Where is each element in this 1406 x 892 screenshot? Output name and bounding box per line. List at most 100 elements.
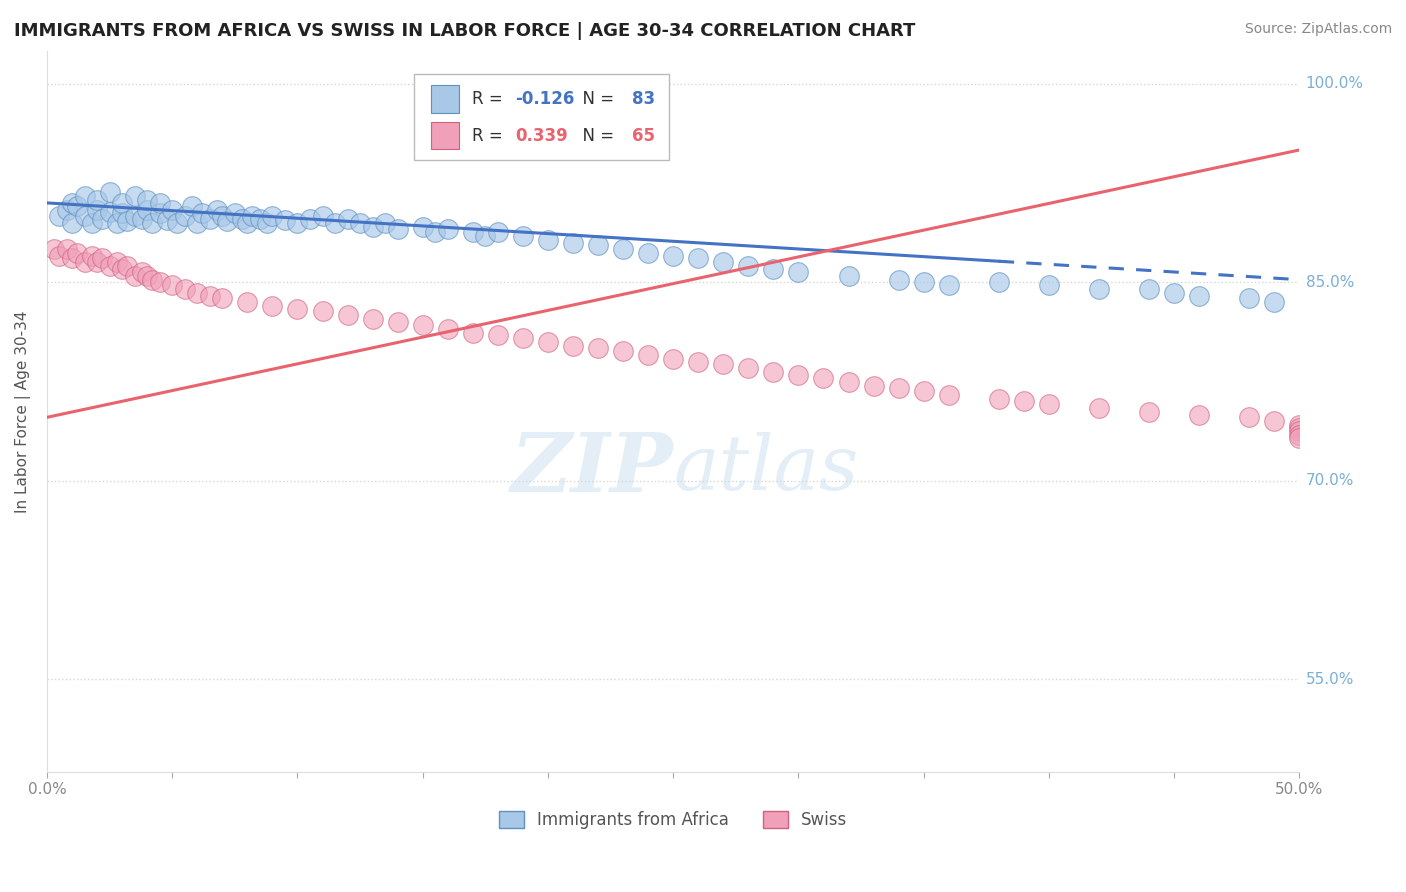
Text: -0.126: -0.126	[516, 90, 575, 108]
Point	[115, 260, 138, 274]
Point	[1163, 285, 1185, 300]
Text: R =: R =	[471, 90, 508, 108]
Point	[374, 216, 396, 230]
Point	[287, 216, 309, 230]
Point	[461, 326, 484, 340]
Point	[637, 348, 659, 362]
Point	[1137, 405, 1160, 419]
Point	[1038, 397, 1060, 411]
Bar	[432, 86, 458, 113]
Point	[387, 222, 409, 236]
Point	[1288, 421, 1310, 435]
Text: N =: N =	[572, 127, 619, 145]
Point	[412, 318, 434, 332]
Point	[1288, 418, 1310, 433]
Point	[688, 252, 710, 266]
Point	[612, 344, 634, 359]
Point	[173, 282, 195, 296]
Point	[211, 291, 233, 305]
Point	[762, 262, 785, 277]
Point	[1288, 427, 1310, 442]
Point	[98, 260, 121, 274]
Point	[762, 365, 785, 379]
Point	[211, 209, 233, 223]
Point	[249, 211, 271, 226]
Point	[486, 328, 509, 343]
Point	[86, 202, 108, 217]
Point	[537, 334, 560, 349]
Point	[262, 299, 284, 313]
Point	[256, 216, 278, 230]
Point	[124, 209, 146, 223]
Point	[98, 186, 121, 200]
Point	[111, 206, 134, 220]
Point	[86, 193, 108, 207]
Point	[662, 352, 685, 367]
Point	[80, 249, 103, 263]
Text: atlas: atlas	[673, 432, 859, 506]
Text: 0.339: 0.339	[516, 127, 568, 145]
Point	[48, 209, 70, 223]
Point	[262, 209, 284, 223]
Point	[425, 225, 447, 239]
Point	[336, 309, 359, 323]
Point	[48, 249, 70, 263]
Point	[1088, 401, 1111, 415]
Point	[160, 202, 183, 217]
Text: 100.0%: 100.0%	[1306, 77, 1364, 91]
Point	[141, 273, 163, 287]
Text: 83: 83	[631, 90, 655, 108]
Text: 85.0%: 85.0%	[1306, 275, 1354, 290]
Point	[662, 249, 685, 263]
Point	[474, 229, 496, 244]
Point	[486, 225, 509, 239]
Point	[1239, 410, 1261, 425]
Point	[73, 189, 96, 203]
Point	[105, 255, 128, 269]
Point	[912, 275, 935, 289]
Point	[124, 268, 146, 283]
Point	[98, 205, 121, 219]
Point	[111, 262, 134, 277]
Point	[1288, 432, 1310, 446]
Point	[207, 202, 229, 217]
Point	[1263, 295, 1285, 310]
Point	[217, 214, 239, 228]
Point	[586, 238, 609, 252]
Point	[124, 189, 146, 203]
Bar	[432, 122, 458, 149]
Point	[231, 211, 253, 226]
Text: IMMIGRANTS FROM AFRICA VS SWISS IN LABOR FORCE | AGE 30-34 CORRELATION CHART: IMMIGRANTS FROM AFRICA VS SWISS IN LABOR…	[14, 22, 915, 40]
Point	[938, 277, 960, 292]
Point	[336, 211, 359, 226]
Point	[173, 209, 195, 223]
Point	[198, 288, 221, 302]
Point	[191, 206, 214, 220]
Point	[987, 392, 1010, 406]
Point	[91, 252, 114, 266]
Point	[131, 265, 153, 279]
Point	[86, 255, 108, 269]
Text: N =: N =	[572, 90, 619, 108]
Point	[236, 295, 259, 310]
Point	[1263, 414, 1285, 428]
Point	[987, 275, 1010, 289]
Point	[838, 375, 860, 389]
Point	[311, 209, 333, 223]
Text: 65: 65	[631, 127, 655, 145]
Point	[198, 211, 221, 226]
Point	[1188, 288, 1211, 302]
Text: Source: ZipAtlas.com: Source: ZipAtlas.com	[1244, 22, 1392, 37]
Point	[73, 255, 96, 269]
Point	[236, 216, 259, 230]
Point	[91, 211, 114, 226]
Point	[274, 213, 297, 227]
Text: R =: R =	[471, 127, 508, 145]
Point	[311, 304, 333, 318]
Y-axis label: In Labor Force | Age 30-34: In Labor Force | Age 30-34	[15, 310, 31, 513]
Point	[862, 378, 884, 392]
Point	[149, 195, 172, 210]
Point	[412, 219, 434, 234]
Point	[131, 211, 153, 226]
Point	[938, 388, 960, 402]
